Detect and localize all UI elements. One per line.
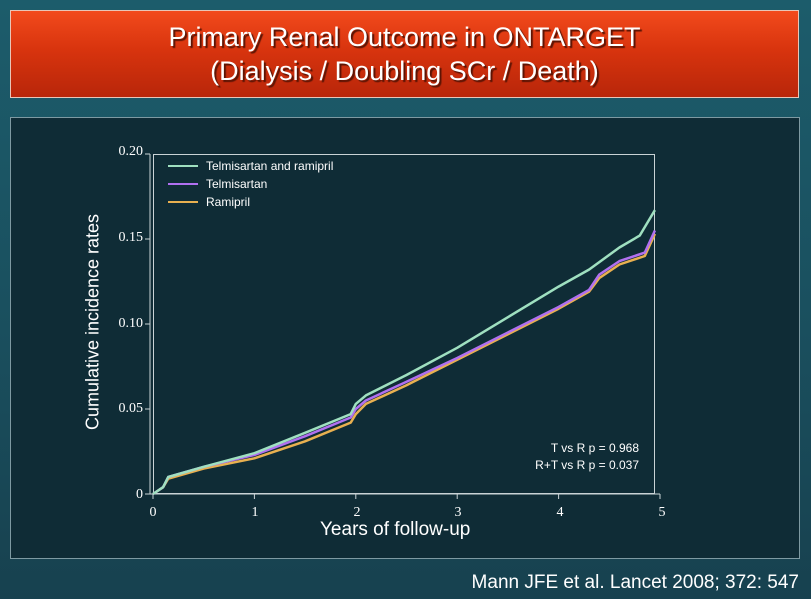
slide-title: Primary Renal Outcome in ONTARGET <box>168 22 641 52</box>
x-axis-label: Years of follow-up <box>320 519 471 540</box>
legend-item: Telmisartan and ramipril <box>168 158 333 174</box>
x-tick-label: 0 <box>149 505 157 520</box>
y-tick-label: 0.05 <box>118 401 144 416</box>
x-tick-label: 2 <box>353 505 361 520</box>
series-line-ramipril <box>152 233 657 496</box>
y-tick-label: 0 <box>136 487 143 502</box>
x-tick-label: 1 <box>251 505 259 520</box>
y-axis-label: Cumulative incidence rates <box>82 213 103 431</box>
legend-swatch-combo <box>168 165 198 167</box>
y-tick-label: 0.15 <box>118 230 144 245</box>
slide-subtitle: (Dialysis / Doubling SCr / Death) <box>210 56 599 86</box>
p-value-t-vs-r: T vs R p = 0.968 <box>550 441 639 455</box>
p-value-rt-vs-r: R+T vs R p = 0.037 <box>535 458 639 472</box>
legend-swatch-ramipril <box>168 201 198 203</box>
x-tick-label: 3 <box>454 505 462 520</box>
x-tick-label: 5 <box>658 505 666 520</box>
x-tick-label: 4 <box>556 505 564 520</box>
y-tick-label: 0.20 <box>118 144 144 159</box>
legend-item: Telmisartan <box>168 176 267 192</box>
legend-item: Ramipril <box>168 194 250 210</box>
series-line-telmisartan-and-ramipril <box>152 209 656 496</box>
legend-swatch-telmisartan <box>168 183 198 185</box>
title-bar: Primary Renal Outcome in ONTARGET (Dialy… <box>10 10 799 98</box>
citation: Mann JFE et al. Lancet 2008; 372: 547 <box>471 572 799 593</box>
legend-label: Ramipril <box>206 195 251 209</box>
legend-label: Telmisartan and ramipril <box>206 159 334 173</box>
legend-label: Telmisartan <box>206 177 268 191</box>
chart-panel <box>10 117 800 559</box>
y-tick-label: 0.10 <box>118 316 144 331</box>
